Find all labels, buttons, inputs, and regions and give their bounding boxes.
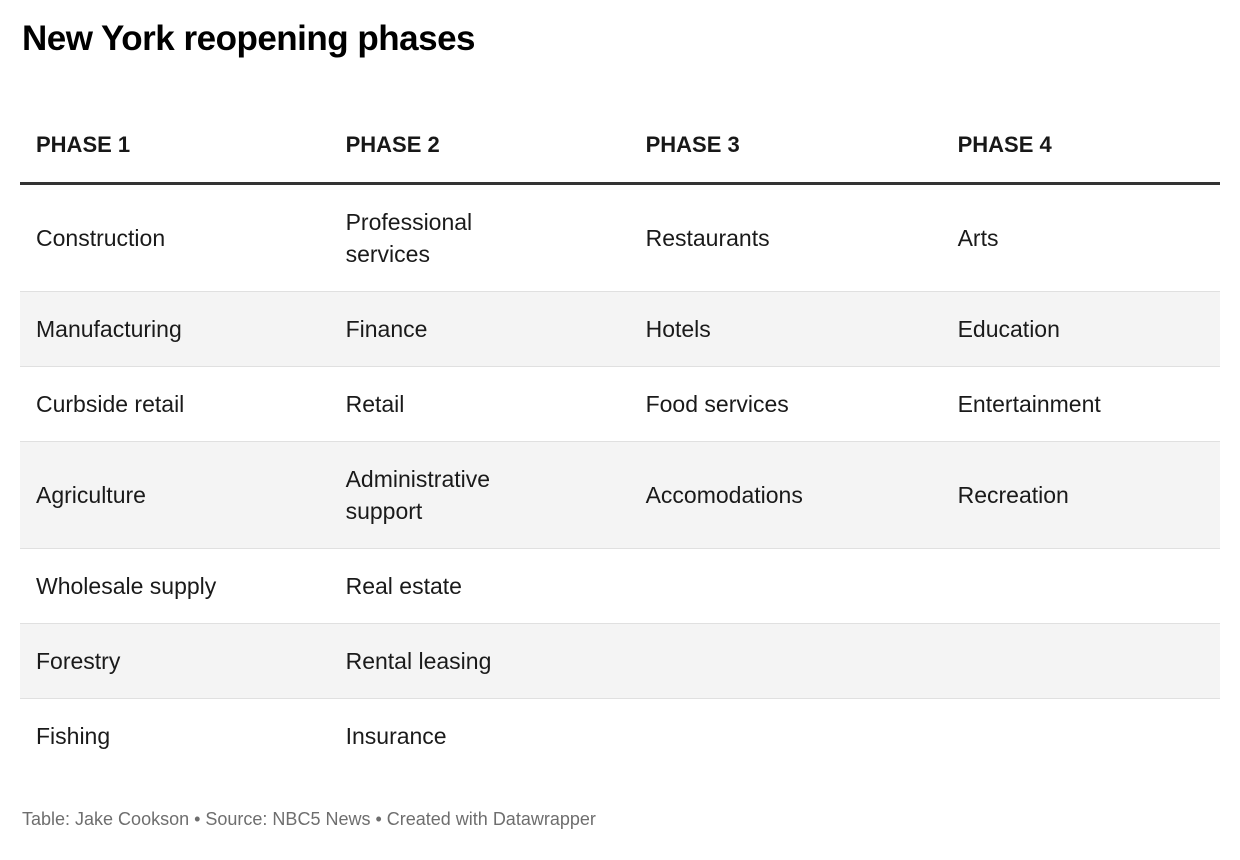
table-row: Manufacturing Finance Hotels Education [20, 291, 1220, 367]
table-cell [941, 548, 1220, 624]
table-row: Construction Professional services Restaur… [20, 184, 1220, 292]
chart-title: New York reopening phases [22, 19, 476, 58]
table-cell: Hotels [629, 291, 942, 367]
chart-container: New York reopening phases PHASE 1 PHASE … [0, 16, 1240, 860]
table-cell [941, 623, 1220, 699]
table-cell: Rental leasing [329, 623, 630, 699]
column-header-phase-3: PHASE 3 [629, 132, 942, 185]
attribution-footer: Table: Jake Cookson • Source: NBC5 News … [22, 809, 596, 829]
table-cell: Retail [329, 366, 630, 442]
column-header-phase-1: PHASE 1 [20, 132, 330, 185]
table-cell: Administrative support [329, 441, 630, 549]
table-cell: Food services [629, 366, 942, 442]
table-cell [629, 698, 942, 773]
table-row: Forestry Rental leasing [20, 623, 1220, 699]
column-header-phase-4: PHASE 4 [941, 132, 1220, 185]
table-cell [629, 623, 942, 699]
table-cell: Forestry [20, 623, 330, 699]
table-header: PHASE 1 PHASE 2 PHASE 3 PHASE 4 [20, 132, 1220, 185]
table-cell: Recreation [941, 441, 1220, 549]
table-cell [629, 548, 942, 624]
table-row: Curbside retail Retail Food services Entert… [20, 366, 1220, 442]
table-cell: Insurance [329, 698, 630, 773]
table-cell: Accomodations [629, 441, 942, 549]
table-cell [941, 698, 1220, 773]
table-row: Fishing Insurance [20, 698, 1220, 773]
table-row: Agriculture Administrative support Accomod… [20, 441, 1220, 549]
table-cell: Finance [329, 291, 630, 367]
table-body: Construction Professional services Restaur… [20, 184, 1220, 773]
table-cell: Real estate [329, 548, 630, 624]
table-cell: Education [941, 291, 1220, 367]
table-cell: Restaurants [645, 225, 770, 251]
phases-table: PHASE 1 PHASE 2 PHASE 3 PHASE 4 Construc… [20, 132, 1220, 773]
table-cell: Construction [36, 225, 166, 251]
table-cell: Entertainment [941, 366, 1220, 442]
table-cell: Agriculture [20, 441, 330, 549]
header-row: PHASE 1 PHASE 2 PHASE 3 PHASE 4 [20, 132, 1220, 185]
table-cell: Curbside retail [20, 366, 330, 442]
table-cell: Arts [957, 225, 999, 251]
table-cell: Professional services [345, 209, 473, 267]
table-cell: Wholesale supply [20, 548, 330, 624]
table-cell: Manufacturing [20, 291, 330, 367]
table-row: Wholesale supply Real estate [20, 548, 1220, 624]
column-header-phase-2: PHASE 2 [329, 132, 630, 185]
table-cell: Fishing [20, 698, 330, 773]
